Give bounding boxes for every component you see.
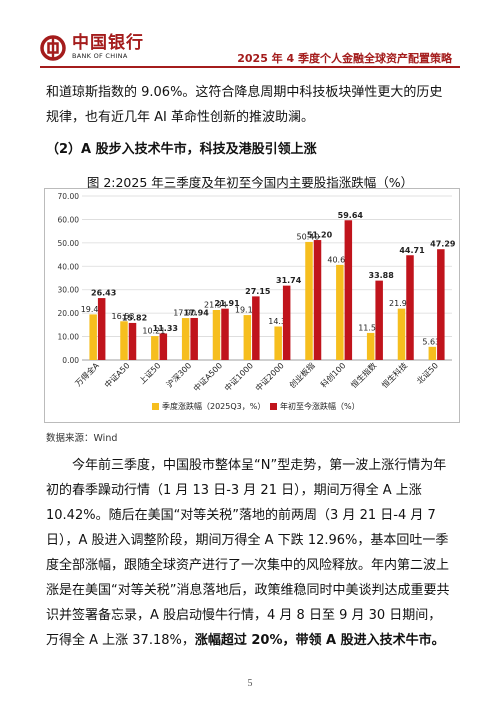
y-tick-label: 0.00 xyxy=(62,356,79,365)
section-heading: （2）A 股步入技术牛市，科技及港股引领上涨 xyxy=(46,142,317,157)
data-label: 31.74 xyxy=(276,276,302,285)
data-label: 51.20 xyxy=(307,231,333,240)
bar-ytd xyxy=(406,255,414,360)
bar-q3 xyxy=(151,336,159,360)
paragraph-market-review-emphasis: 涨幅超过 20%，带领 A 股进入技术牛市。 xyxy=(194,633,445,648)
report-title: 2025 年 4 季度个人金融全球资产配置策略 xyxy=(237,52,452,65)
bar-ytd xyxy=(252,296,260,360)
data-label: 14.3 xyxy=(268,317,286,326)
bar-ytd xyxy=(190,317,198,360)
data-label: 19.46 xyxy=(81,305,104,314)
data-label: 50.40 xyxy=(297,232,320,241)
bar-q3 xyxy=(243,315,252,360)
data-label: 17.94 xyxy=(184,308,210,317)
bar-ytd xyxy=(128,322,137,360)
bar-q3 xyxy=(397,308,406,360)
bar-ytd xyxy=(313,240,322,360)
data-label: 11.56 xyxy=(358,323,381,332)
bar-q3 xyxy=(120,321,128,360)
data-label: 17.90 xyxy=(173,309,196,318)
y-tick-label: 40.00 xyxy=(58,262,80,271)
bar-q3 xyxy=(366,332,375,360)
y-tick-label: 50.00 xyxy=(58,239,80,248)
bar-q3 xyxy=(336,264,344,360)
bar-q3 xyxy=(305,241,313,360)
bar-ytd xyxy=(97,298,106,360)
bar-q3 xyxy=(89,314,97,360)
logo-english-name: BANK OF CHINA xyxy=(72,52,128,60)
page-number: 5 xyxy=(247,678,253,689)
index-returns-bar-chart: 0.00 10.00 20.00 30.00 40.00 50.00 60.00 70.00 1… xyxy=(44,188,460,423)
data-label: 47.29 xyxy=(430,240,456,249)
data-label: 11.33 xyxy=(153,324,178,333)
bar-ytd xyxy=(221,308,229,360)
data-label: 59.64 xyxy=(338,211,364,220)
data-label: 26.43 xyxy=(91,289,116,298)
y-tick-label: 20.00 xyxy=(58,309,80,318)
chart-frame xyxy=(44,188,460,423)
data-label: 40.60 xyxy=(327,255,350,264)
data-label: 16.53 xyxy=(112,312,135,321)
paragraph-market-review: 今年前三季度，中国股市整体呈“N”型走势，第一波上涨行情为年初的春季躁动行情（1… xyxy=(46,453,454,653)
logo-chinese-name: 中国银行 xyxy=(72,33,144,53)
legend-label: 年初至今涨跌幅（%） xyxy=(280,401,360,411)
bar-q3 xyxy=(274,326,282,360)
y-tick-label: 30.00 xyxy=(58,286,80,295)
bank-of-china-logo-icon xyxy=(40,34,66,61)
legend-label: 季度涨跌幅（2025Q3，%） xyxy=(162,401,265,411)
data-label: 21.91 xyxy=(214,299,240,308)
bar-ytd xyxy=(344,220,353,360)
legend-swatch xyxy=(152,403,159,410)
bar-ytd xyxy=(282,285,291,360)
bar-ytd xyxy=(437,249,445,360)
y-tick-label: 70.00 xyxy=(58,192,80,201)
data-label: 21.93 xyxy=(389,299,412,308)
bank-logo: 中国银行 BANK OF CHINA xyxy=(40,34,144,61)
bar-ytd xyxy=(375,280,383,360)
data-label: 10.21 xyxy=(142,327,165,336)
data-label: 21.34 xyxy=(204,301,227,310)
y-tick-label: 10.00 xyxy=(58,333,80,342)
data-source: 数据来源：Wind xyxy=(46,433,118,444)
paragraph-intro: 和道琼斯指数的 9.06%。这符合降息周期中科技板块弹性更大的历史规律，也有近几… xyxy=(46,85,443,125)
bar-ytd xyxy=(159,333,168,360)
data-label: 33.88 xyxy=(369,271,395,280)
page-header: 中国银行 BANK OF CHINA 2025 年 4 季度个人金融全球资产配置… xyxy=(0,0,500,70)
bar-q3 xyxy=(181,318,190,360)
data-label: 27.15 xyxy=(245,287,271,296)
bar-q3 xyxy=(428,346,437,360)
data-label: 5.63 xyxy=(422,337,440,346)
bar-q3 xyxy=(212,310,221,360)
data-label: 19.17 xyxy=(235,306,258,315)
data-label: 15.82 xyxy=(122,313,147,322)
y-tick-label: 60.00 xyxy=(58,215,80,224)
header-divider xyxy=(40,66,460,68)
figure-title: 图 2:2025 年三季度及年初至今国内主要股指涨跌幅（%） xyxy=(86,175,414,190)
paragraph-market-review-text: 今年前三季度，中国股市整体呈“N”型走势，第一波上涨行情为年初的春季躁动行情（1… xyxy=(46,458,450,648)
data-label: 44.71 xyxy=(399,246,425,255)
legend-swatch xyxy=(270,403,277,410)
